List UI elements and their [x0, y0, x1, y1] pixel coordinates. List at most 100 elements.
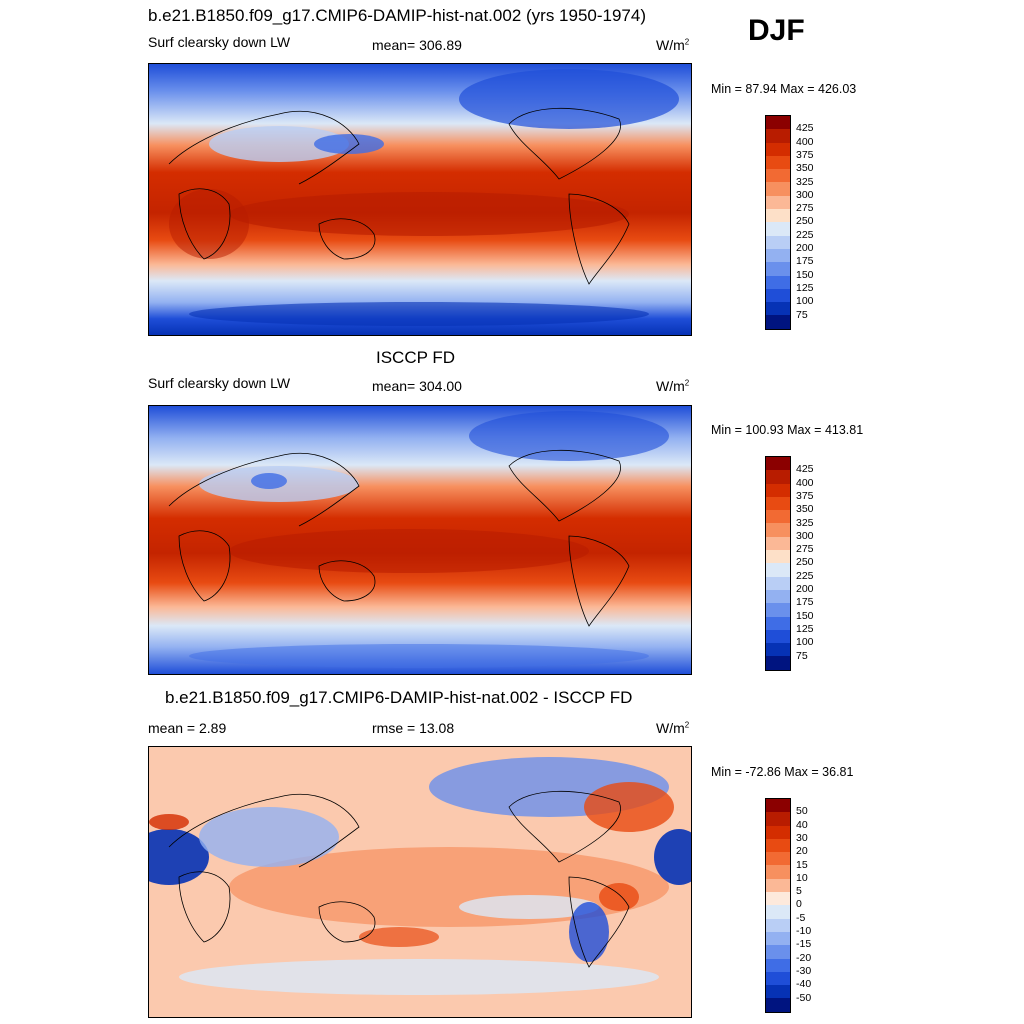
colorbar-tick-label: 300	[796, 529, 814, 542]
colorbar-swatch	[766, 825, 790, 839]
colorbar-tick-label: 100	[796, 636, 814, 649]
colorbar-tick-label: 15	[796, 858, 808, 871]
colorbar-swatch	[766, 985, 790, 999]
colorbar-swatch	[766, 155, 790, 170]
colorbar-swatch	[766, 838, 790, 853]
colorbar-tick-label: 0	[796, 898, 802, 911]
colorbar-swatch	[766, 971, 790, 986]
colorbar-swatch	[766, 510, 790, 524]
panel-3-map-field	[149, 747, 691, 1017]
colorbar-swatch	[766, 958, 790, 972]
panel-2-map-field	[149, 406, 691, 674]
colorbar-swatch	[766, 182, 790, 196]
colorbar-swatch	[766, 616, 790, 630]
panel-1-variable-label: Surf clearsky down LW	[148, 34, 291, 50]
colorbar-tick-label: 300	[796, 188, 814, 201]
colorbar-swatch	[766, 865, 790, 879]
colorbar-swatch	[766, 998, 790, 1012]
panel-1-minmax: Min = 87.94 Max = 426.03	[711, 82, 857, 96]
colorbar-tick-label: 75	[796, 649, 808, 662]
colorbar-swatch	[766, 262, 790, 276]
colorbar-swatch	[766, 483, 790, 497]
colorbar-tick-label: -5	[796, 911, 806, 924]
panel-3-mean-label: mean = 2.89	[148, 720, 227, 736]
season-label: DJF	[748, 14, 805, 47]
colorbar-tick-label: 325	[796, 516, 814, 529]
colorbar-tick-label: -15	[796, 938, 812, 951]
colorbar-tick-label: 200	[796, 583, 814, 595]
panel-3-colorbar-labels: 50 40 30 20 15 10 5 0 -5 -10 -15 -20 -30 -40 -50	[796, 798, 836, 1011]
colorbar-swatch	[766, 812, 790, 826]
colorbar-tick-label: -50	[796, 991, 812, 1004]
colorbar-tick-label: 50	[796, 805, 808, 818]
colorbar-swatch	[766, 629, 790, 644]
colorbar-swatch	[766, 852, 790, 866]
colorbar-tick-label: 375	[796, 489, 814, 502]
colorbar-swatch	[766, 169, 790, 183]
colorbar-swatch	[766, 235, 790, 249]
colorbar-swatch	[766, 550, 790, 564]
panel-1-map-field	[149, 64, 691, 335]
panel-3-title: b.e21.B1850.f09_g17.CMIP6-DAMIP-hist-nat…	[165, 688, 633, 707]
colorbar-tick-label: 425	[796, 122, 814, 135]
colorbar-swatch	[766, 563, 790, 577]
colorbar-tick-label: 150	[796, 609, 814, 622]
colorbar-swatch	[766, 905, 790, 919]
colorbar-tick-label: 30	[796, 831, 808, 844]
colorbar-swatch	[766, 603, 790, 617]
colorbar-tick-label: 100	[796, 295, 814, 308]
colorbar-tick-label: 275	[796, 543, 814, 556]
colorbar-tick-label: 400	[796, 135, 814, 148]
panel-2-map	[148, 405, 692, 675]
panel-1-colorbar-labels: 425 400 375 350 325 300 275 250 225 200 175 150 125 1…	[796, 115, 836, 328]
panel-1-map	[148, 63, 692, 336]
panel-2-colorbar	[765, 456, 791, 671]
colorbar-swatch	[766, 116, 790, 130]
colorbar-tick-label: -30	[796, 964, 812, 977]
colorbar-tick-label: 175	[796, 596, 814, 609]
colorbar-tick-label: 150	[796, 268, 814, 281]
colorbar-swatch	[766, 918, 790, 932]
colorbar-swatch	[766, 878, 790, 893]
colorbar-tick-label: 5	[796, 885, 802, 898]
colorbar-tick-label: 225	[796, 569, 814, 582]
colorbar-tick-label: 350	[796, 162, 814, 175]
colorbar-tick-label: 225	[796, 228, 814, 241]
colorbar-swatch	[766, 931, 790, 946]
colorbar-swatch	[766, 315, 790, 329]
colorbar-tick-label: -20	[796, 951, 812, 964]
colorbar-swatch	[766, 589, 790, 604]
colorbar-swatch	[766, 248, 790, 263]
panel-2-colorbar-labels: 425 400 375 350 325 300 275 250 225 200 175 150 125 1…	[796, 456, 836, 669]
colorbar-tick-label: 75	[796, 308, 808, 321]
colorbar-swatch	[766, 470, 790, 484]
panel-1-colorbar	[765, 115, 791, 330]
colorbar-tick-label: 250	[796, 556, 814, 569]
colorbar-swatch	[766, 536, 790, 551]
colorbar-tick-label: 250	[796, 215, 814, 228]
colorbar-tick-label: 200	[796, 242, 814, 254]
colorbar-swatch	[766, 799, 790, 813]
colorbar-tick-label: 325	[796, 175, 814, 188]
colorbar-tick-label: 20	[796, 845, 808, 858]
colorbar-swatch	[766, 496, 790, 511]
panel-2-mean-label: mean= 304.00	[372, 378, 462, 394]
colorbar-tick-label: 375	[796, 148, 814, 161]
colorbar-tick-label: 350	[796, 503, 814, 516]
panel-3-minmax: Min = -72.86 Max = 36.81	[711, 765, 854, 779]
panel-2-title: ISCCP FD	[376, 348, 456, 367]
panel-3-unit-label: W/m2	[656, 720, 690, 736]
panel-1-mean-label: mean= 306.89	[372, 37, 462, 53]
panel-1-title: b.e21.B1850.f09_g17.CMIP6-DAMIP-hist-nat…	[148, 6, 646, 25]
colorbar-tick-label: 40	[796, 818, 808, 831]
colorbar-tick-label: 400	[796, 476, 814, 489]
panel-3-rmse-label: rmse = 13.08	[372, 720, 455, 736]
colorbar-swatch	[766, 222, 790, 236]
colorbar-swatch	[766, 945, 790, 959]
colorbar-tick-label: 175	[796, 255, 814, 268]
panel-2-unit-label: W/m2	[656, 378, 690, 394]
colorbar-tick-label: -10	[796, 925, 812, 937]
colorbar-swatch	[766, 275, 790, 289]
colorbar-swatch	[766, 523, 790, 537]
panel-2-variable-label: Surf clearsky down LW	[148, 375, 291, 391]
